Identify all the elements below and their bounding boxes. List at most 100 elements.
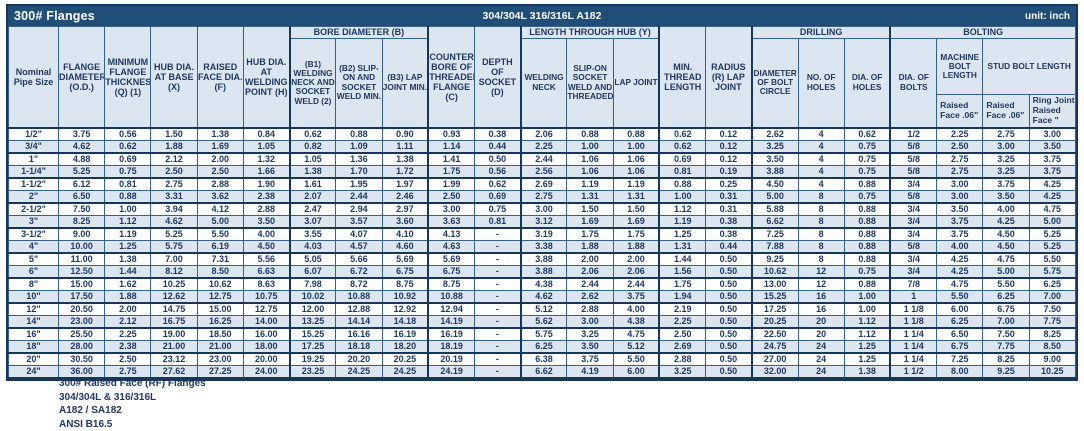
value-cell: 2.88 bbox=[243, 203, 289, 216]
value-cell: 8.75 bbox=[428, 278, 474, 291]
value-cell: 4.25 bbox=[983, 215, 1029, 228]
value-cell: 3.12 bbox=[521, 215, 567, 228]
value-cell: 6.62 bbox=[752, 215, 798, 228]
value-cell: 3.94 bbox=[151, 203, 197, 216]
value-cell: 20.19 bbox=[428, 353, 474, 366]
value-cell: 2.38 bbox=[243, 190, 289, 203]
group-header-length-through-hub: LENGTH THROUGH HUB (Y) bbox=[521, 27, 660, 39]
value-cell: 12.62 bbox=[151, 290, 197, 303]
value-cell: 20.00 bbox=[243, 353, 289, 366]
value-cell: 4.62 bbox=[521, 290, 567, 303]
value-cell: 1.38 bbox=[844, 365, 890, 378]
value-cell: 22.50 bbox=[752, 328, 798, 341]
value-cell: 0.62 bbox=[844, 128, 890, 141]
value-cell: 6.63 bbox=[243, 265, 289, 278]
value-cell: 0.62 bbox=[474, 178, 520, 191]
value-cell: - bbox=[474, 290, 520, 303]
value-cell: 2.62 bbox=[567, 290, 613, 303]
header-group-row: Nominal Pipe Size FLANGE DIAMETER (O.D.)… bbox=[9, 27, 1076, 39]
value-cell: 4.38 bbox=[521, 278, 567, 291]
value-cell: 1.06 bbox=[567, 165, 613, 178]
value-cell: 1.88 bbox=[151, 140, 197, 153]
pipe-size-cell: 10" bbox=[9, 290, 59, 303]
value-cell: 2.44 bbox=[613, 278, 659, 291]
value-cell: 3.75 bbox=[983, 178, 1029, 191]
value-cell: 0.12 bbox=[706, 153, 752, 166]
value-cell: 0.69 bbox=[105, 153, 151, 166]
value-cell: 3.00 bbox=[428, 203, 474, 216]
group-header-bolting: BOLTING bbox=[890, 27, 1075, 39]
unit-label: unit: inch bbox=[1025, 11, 1070, 22]
value-cell: 1.00 bbox=[105, 203, 151, 216]
value-cell: 1.12 bbox=[844, 315, 890, 328]
footnotes: 300# Raised Face (RF) Flanges 304/304L &… bbox=[59, 377, 206, 431]
value-cell: 3.50 bbox=[983, 190, 1029, 203]
value-cell: 6.50 bbox=[59, 190, 105, 203]
value-cell: 1.38 bbox=[290, 165, 336, 178]
value-cell: 6.25 bbox=[521, 340, 567, 353]
value-cell: 5/8 bbox=[890, 140, 936, 153]
value-cell: 0.50 bbox=[706, 278, 752, 291]
value-cell: 0.50 bbox=[474, 153, 520, 166]
value-cell: 0.50 bbox=[706, 315, 752, 328]
value-cell: 12.50 bbox=[59, 265, 105, 278]
value-cell: 7.00 bbox=[151, 253, 197, 266]
value-cell: 0.75 bbox=[844, 140, 890, 153]
pipe-size-cell: 3" bbox=[9, 215, 59, 228]
value-cell: 7.88 bbox=[752, 240, 798, 253]
col-header-stud-raised-face: Raised Face .06" bbox=[983, 95, 1029, 128]
pipe-size-cell: 8" bbox=[9, 278, 59, 291]
value-cell: 2.75 bbox=[937, 153, 983, 166]
value-cell: 4.62 bbox=[59, 140, 105, 153]
value-cell: 1.88 bbox=[105, 290, 151, 303]
value-cell: 0.75 bbox=[844, 153, 890, 166]
value-cell: 4.75 bbox=[983, 253, 1029, 266]
value-cell: 4.60 bbox=[382, 240, 428, 253]
value-cell: 1.00 bbox=[844, 303, 890, 316]
value-cell: 24 bbox=[798, 340, 844, 353]
value-cell: 10.62 bbox=[197, 278, 243, 291]
value-cell: 0.81 bbox=[659, 165, 705, 178]
value-cell: 5.62 bbox=[521, 315, 567, 328]
pipe-size-cell: 16" bbox=[9, 328, 59, 341]
value-cell: 4.75 bbox=[613, 328, 659, 341]
value-cell: 0.50 bbox=[706, 265, 752, 278]
value-cell: 14.75 bbox=[151, 303, 197, 316]
value-cell: 3.60 bbox=[382, 215, 428, 228]
value-cell: 0.50 bbox=[706, 303, 752, 316]
value-cell: 3.55 bbox=[290, 228, 336, 241]
value-cell: 5.00 bbox=[1029, 215, 1075, 228]
value-cell: 0.62 bbox=[105, 140, 151, 153]
value-cell: 3.25 bbox=[752, 140, 798, 153]
value-cell: 3.38 bbox=[521, 240, 567, 253]
value-cell: 4 bbox=[798, 178, 844, 191]
value-cell: 0.69 bbox=[659, 153, 705, 166]
value-cell: 1.19 bbox=[567, 178, 613, 191]
value-cell: 24.75 bbox=[752, 340, 798, 353]
value-cell: 24.19 bbox=[428, 365, 474, 378]
value-cell: - bbox=[474, 228, 520, 241]
value-cell: 2.50 bbox=[197, 165, 243, 178]
value-cell: 5.25 bbox=[1029, 228, 1075, 241]
value-cell: 0.50 bbox=[706, 353, 752, 366]
value-cell: 5.05 bbox=[290, 253, 336, 266]
value-cell: 8.50 bbox=[197, 265, 243, 278]
pipe-size-cell: 1" bbox=[9, 153, 59, 166]
value-cell: 0.75 bbox=[844, 165, 890, 178]
value-cell: 3.50 bbox=[567, 340, 613, 353]
footnote-line: A182 / SA182 bbox=[59, 404, 206, 418]
value-cell: 2.25 bbox=[937, 128, 983, 141]
col-header-lap-joint: LAP JOINT bbox=[613, 39, 659, 128]
value-cell: 7.00 bbox=[983, 315, 1029, 328]
value-cell: 4.25 bbox=[937, 253, 983, 266]
value-cell: 2.75 bbox=[105, 365, 151, 378]
value-cell: 8.72 bbox=[336, 278, 382, 291]
value-cell: 1.31 bbox=[567, 190, 613, 203]
value-cell: 0.75 bbox=[105, 165, 151, 178]
value-cell: 1.69 bbox=[567, 215, 613, 228]
value-cell: 1.31 bbox=[613, 190, 659, 203]
